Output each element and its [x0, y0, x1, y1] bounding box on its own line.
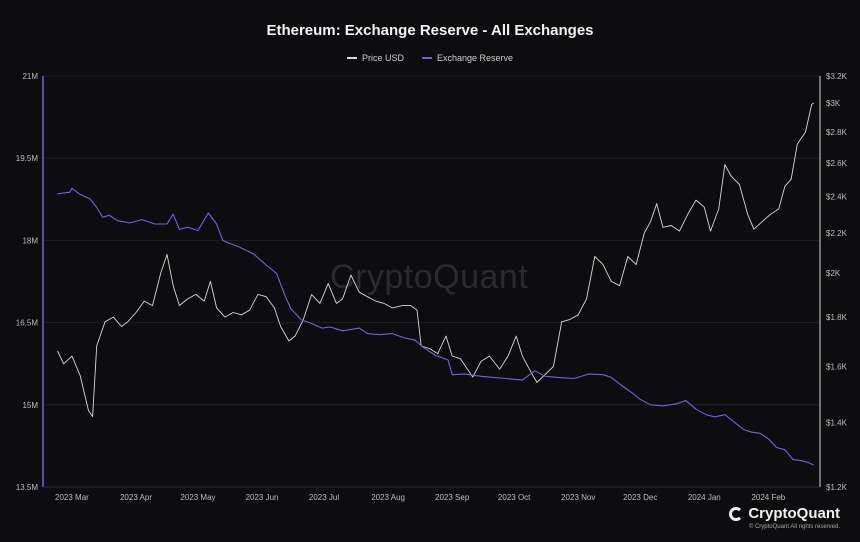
y-left-tick-label: 19.5M — [16, 154, 39, 163]
y-right-tick-label: $1.4K — [826, 418, 848, 427]
y-left-tick-label: 13.5M — [16, 483, 39, 492]
copyright-text: © CryptoQuant All rights reserved. — [748, 524, 840, 530]
chart-legend: Price USD Exchange Reserve — [0, 53, 860, 63]
legend-label-reserve: Exchange Reserve — [436, 53, 514, 63]
y-left-tick-label: 18M — [22, 236, 38, 245]
y-right-tick-label: $3K — [826, 99, 841, 108]
x-tick-label: 2023 Dec — [623, 493, 657, 502]
x-tick-label: 2023 Oct — [498, 493, 531, 502]
legend-swatch-reserve — [421, 57, 432, 59]
brand-logo: CryptoQuant — [729, 505, 840, 522]
exchange-reserve-line — [57, 187, 815, 466]
legend-item-price[interactable]: Price USD — [346, 53, 404, 63]
brand-name: CryptoQuant — [748, 505, 840, 522]
y-left-tick-label: 15M — [22, 401, 38, 410]
y-left-tick-label: 16.5M — [16, 319, 39, 328]
x-tick-label: 2023 Aug — [371, 493, 405, 502]
watermark: CryptoQuant — [330, 258, 529, 296]
y-right-tick-label: $1.8K — [826, 313, 848, 322]
y-right-tick-label: $2.6K — [826, 159, 848, 168]
y-right-tick-label: $1.6K — [826, 362, 848, 371]
chart-title: Ethereum: Exchange Reserve - All Exchang… — [266, 22, 594, 39]
y-right-tick-label: $2.4K — [826, 193, 848, 202]
price-usd-line — [57, 102, 815, 417]
x-tick-label: 2023 Sep — [435, 493, 470, 502]
x-tick-label: 2023 Jul — [309, 493, 339, 502]
y-right-tick-label: $2.8K — [826, 128, 848, 137]
x-tick-label: 2024 Jan — [688, 493, 721, 502]
legend-label-price: Price USD — [361, 53, 404, 63]
x-tick-label: 2023 Nov — [561, 493, 595, 502]
y-right-tick-label: $1.2K — [826, 483, 848, 492]
y-left-tick-label: 21M — [22, 72, 38, 81]
x-tick-label: 2024 Feb — [751, 493, 785, 502]
x-tick-label: 2023 May — [180, 493, 215, 502]
y-right-tick-label: $2K — [826, 269, 841, 278]
x-tick-label: 2023 Apr — [120, 493, 152, 502]
y-right-tick-label: $3.2K — [826, 72, 848, 81]
legend-item-reserve[interactable]: Exchange Reserve — [421, 53, 514, 63]
x-tick-label: 2023 Jun — [246, 493, 279, 502]
cryptoquant-logo-icon — [729, 506, 744, 521]
x-tick-label: 2023 Mar — [55, 493, 89, 502]
legend-swatch-price — [346, 57, 357, 59]
y-right-tick-label: $2.2K — [826, 229, 848, 238]
